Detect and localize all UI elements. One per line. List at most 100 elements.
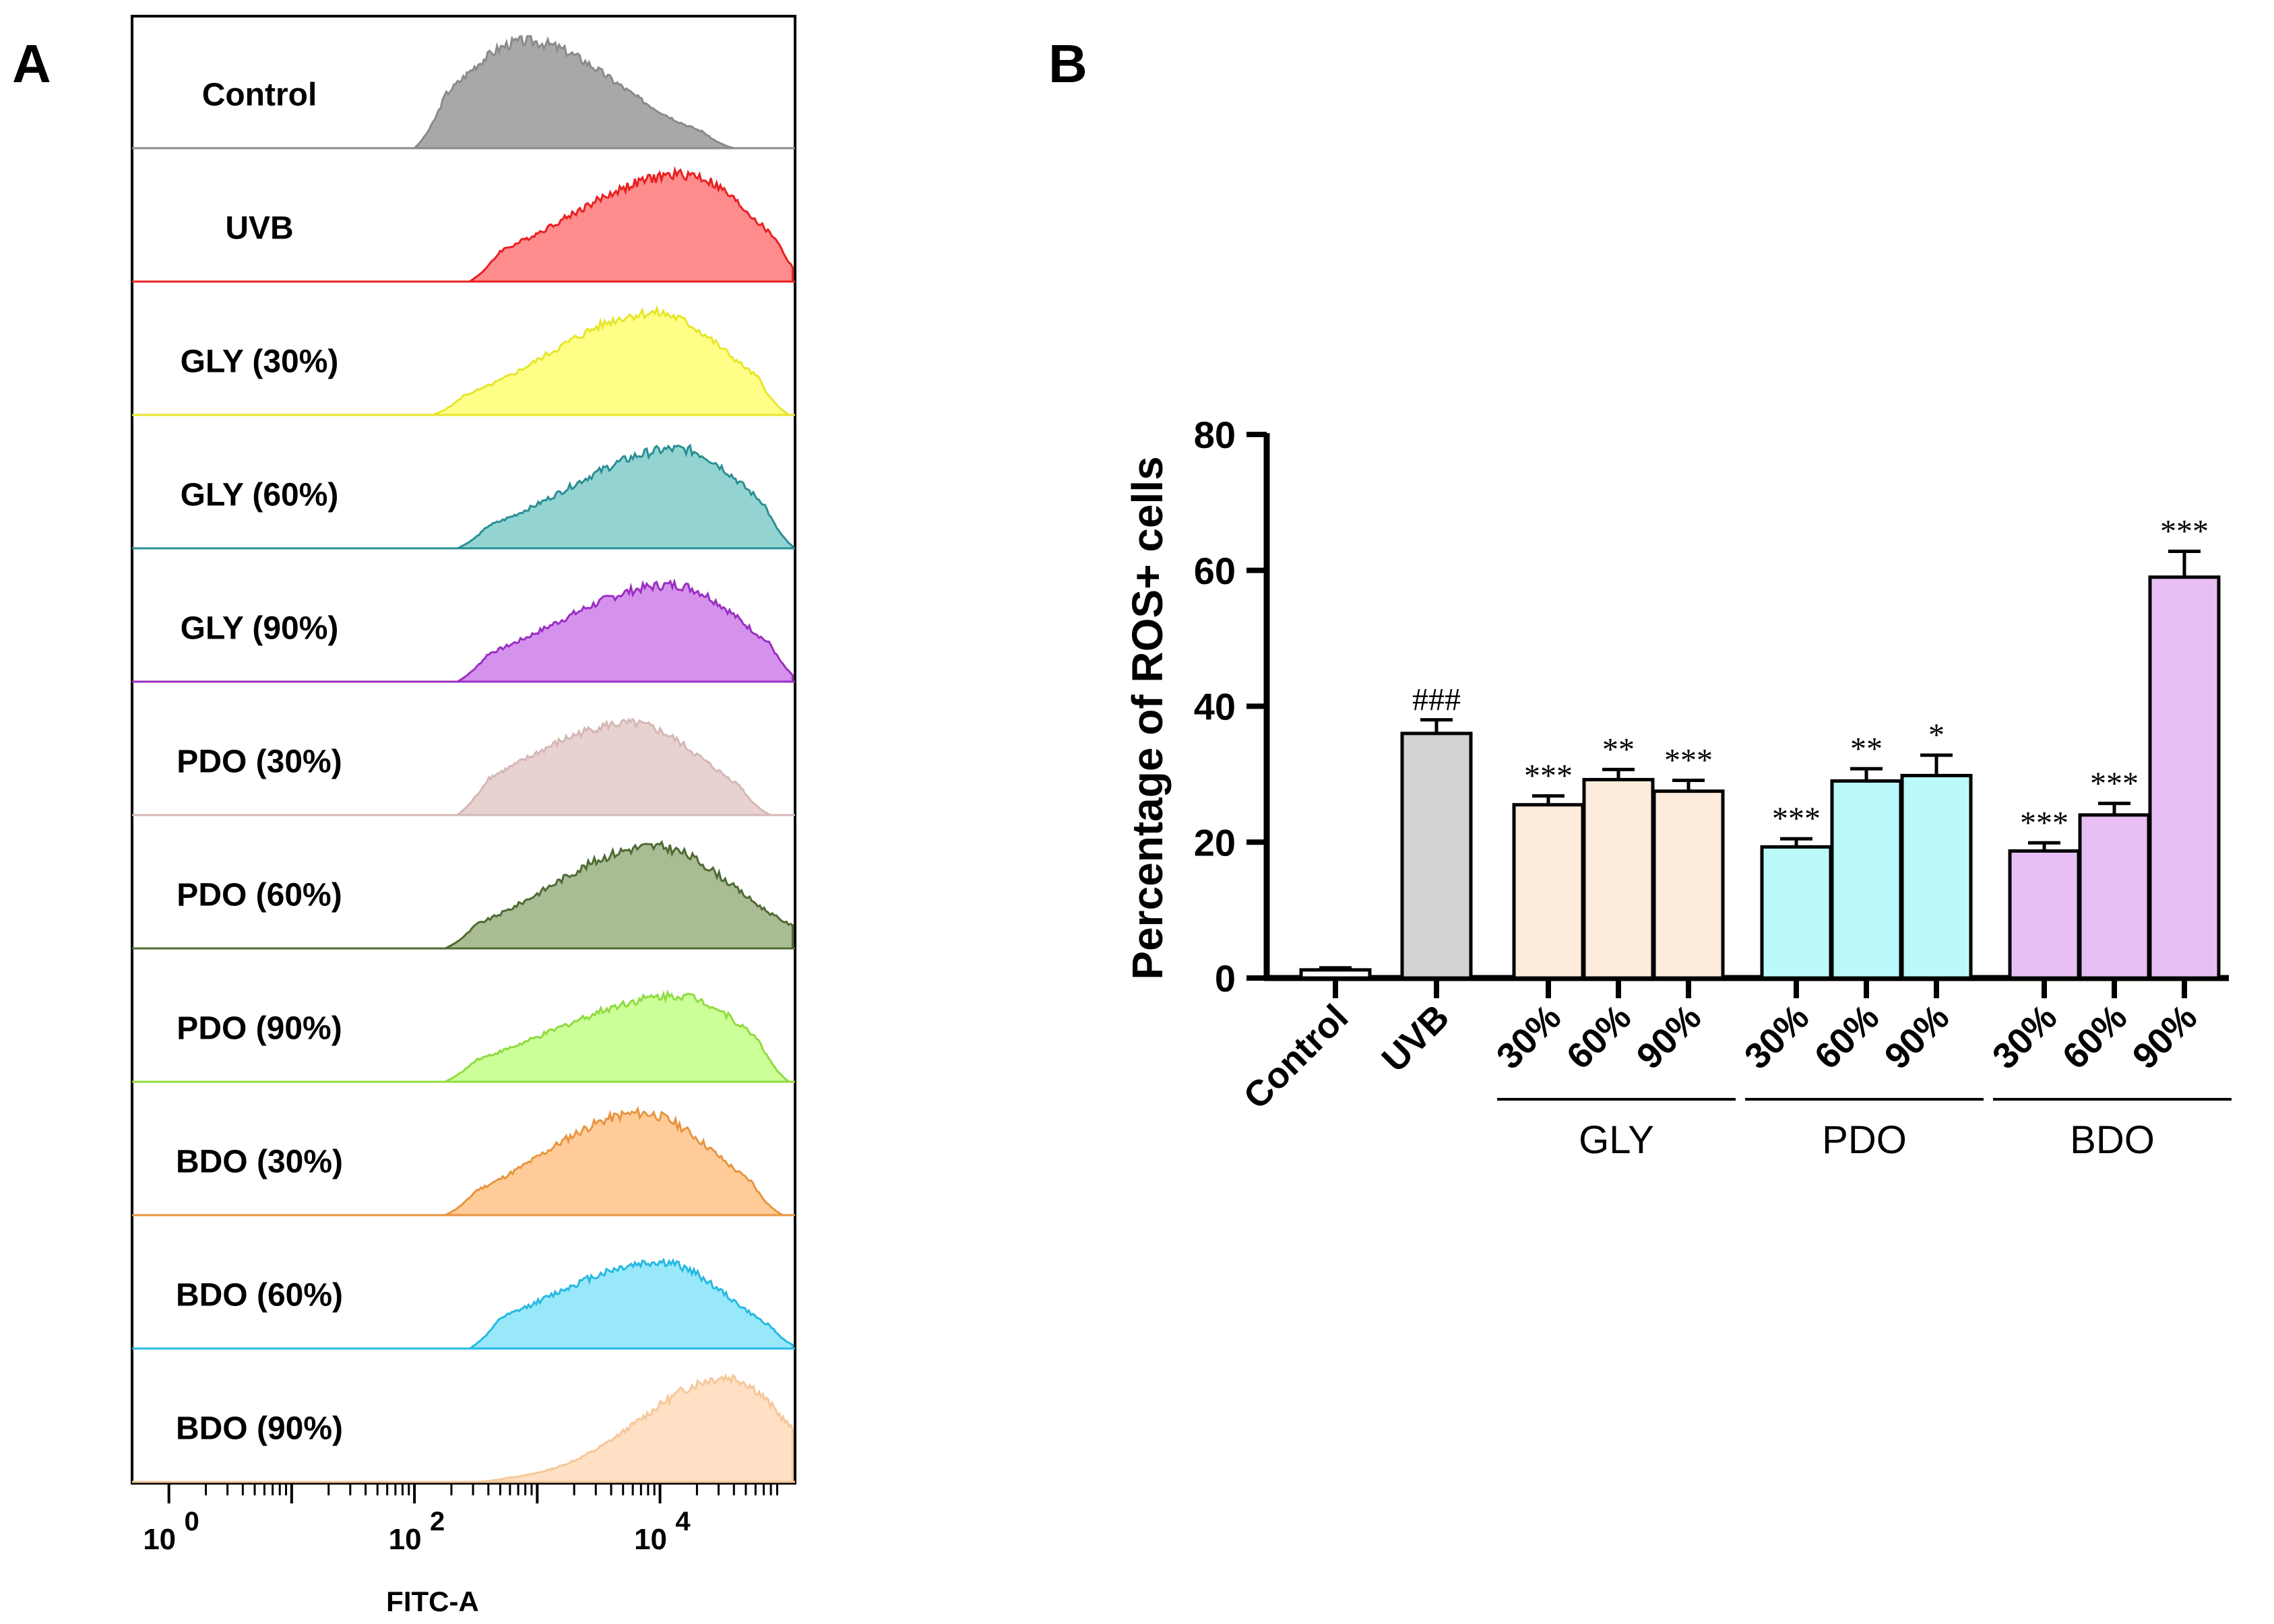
x-tick-label: 10 — [143, 1523, 176, 1556]
bar-group: ### UVB — [1374, 682, 1473, 1080]
histogram-row: UVB — [132, 166, 795, 283]
histogram-row: PDO (90%) — [132, 989, 795, 1083]
x-tick-label: 10 — [634, 1523, 667, 1556]
significance-marker: ** — [1850, 731, 1883, 767]
y-axis-title: Percentage of ROS+ cells — [1123, 456, 1172, 979]
significance-marker: *** — [2160, 514, 2209, 550]
x-category-label: 60% — [1807, 997, 1887, 1077]
bar — [1299, 968, 1372, 980]
histogram-curve — [445, 1105, 787, 1216]
group-label: GLY — [1579, 1118, 1654, 1162]
x-tick-exponent: 0 — [185, 1507, 199, 1536]
x-category-label: Control — [1236, 997, 1356, 1117]
histogram-rows: Control UVB GLY (30%) GLY (60%) GLY (90%) PDO… — [132, 35, 795, 1483]
bar — [1512, 803, 1585, 980]
x-category-label: 90% — [1629, 997, 1709, 1077]
histogram-curve — [456, 717, 771, 816]
bar-group: ** 60% — [1559, 732, 1655, 1077]
histogram-curve — [445, 839, 794, 950]
significance-marker: *** — [2090, 766, 2139, 802]
histogram-row: BDO (60%) — [132, 1258, 795, 1350]
panel-a-histograms: Control UVB GLY (30%) GLY (60%) GLY (90%) PDO… — [131, 15, 796, 1617]
histogram-curve — [476, 1373, 794, 1483]
y-tick-label: 80 — [1194, 414, 1236, 456]
bar — [2078, 813, 2151, 980]
y-tick-label: 40 — [1194, 686, 1236, 728]
x-category-label: 90% — [1877, 997, 1957, 1077]
histogram-frame — [131, 15, 796, 1485]
x-axis-title-fitc: FITC-A — [386, 1586, 479, 1617]
y-tick-label: 20 — [1194, 821, 1236, 864]
x-tick-label: 10 — [389, 1523, 422, 1556]
x-category-label: 90% — [2125, 997, 2205, 1077]
panel-label-a: A — [12, 34, 51, 94]
bar-group: *** 90% — [2125, 514, 2221, 1077]
histogram-curve — [445, 989, 792, 1083]
histogram-curve — [457, 443, 794, 550]
histogram-label: GLY (30%) — [181, 344, 339, 380]
bar — [1652, 789, 1725, 980]
histogram-label: PDO (90%) — [177, 1011, 342, 1047]
x-category-label: 30% — [1985, 997, 2065, 1077]
x-category-label: UVB — [1374, 997, 1457, 1080]
x-category-label: 30% — [1489, 997, 1569, 1077]
x-category-label: 30% — [1737, 997, 1817, 1077]
histogram-row: BDO (30%) — [132, 1105, 795, 1216]
significance-marker: *** — [1772, 801, 1821, 837]
significance-marker: *** — [2020, 805, 2068, 841]
histogram-row: BDO (90%) — [132, 1373, 795, 1483]
histogram-row: PDO (30%) — [132, 717, 795, 816]
significance-marker: *** — [1664, 742, 1713, 778]
histogram-curve — [432, 304, 792, 416]
group-label: PDO — [1822, 1118, 1907, 1162]
bar — [2008, 849, 2081, 980]
histogram-curve — [466, 166, 794, 283]
fitc-x-axis: 10 0 10 2 10 4 — [143, 1485, 778, 1556]
bar — [1760, 845, 1833, 980]
group-bracket: PDO — [1745, 1098, 1984, 1162]
significance-marker: ### — [1412, 682, 1461, 718]
significance-marker: * — [1928, 717, 1945, 753]
panel-b-bar-chart: Percentage of ROS+ cells 0 20 40 60 80 Contr… — [1123, 414, 2232, 1162]
bar-group: *** 30% — [1737, 801, 1833, 1077]
histogram-curve — [412, 35, 734, 150]
bar-group: *** 30% — [1985, 805, 2081, 1077]
x-category-label: 60% — [2055, 997, 2135, 1077]
histogram-curve — [457, 578, 794, 683]
histogram-label: Control — [202, 77, 317, 113]
bar — [2148, 575, 2221, 980]
bar — [1582, 777, 1655, 980]
histogram-label: UVB — [225, 211, 293, 247]
histogram-label: BDO (30%) — [176, 1144, 343, 1180]
x-category-label: 60% — [1559, 997, 1639, 1077]
histogram-row: Control — [132, 35, 795, 150]
group-bracket: GLY — [1497, 1098, 1736, 1162]
histogram-row: GLY (60%) — [132, 443, 795, 550]
significance-marker: *** — [1524, 758, 1573, 794]
histogram-curve — [466, 1258, 794, 1350]
histogram-row: GLY (90%) — [132, 578, 795, 683]
histogram-label: BDO (60%) — [176, 1278, 343, 1313]
x-tick-exponent: 4 — [675, 1507, 691, 1536]
group-bracket: BDO — [1993, 1098, 2232, 1162]
histogram-label: GLY (60%) — [181, 478, 339, 513]
significance-marker: ** — [1602, 732, 1635, 767]
bar-group: *** 30% — [1489, 758, 1585, 1077]
y-tick-label: 0 — [1215, 957, 1236, 1000]
histogram-label: PDO (60%) — [177, 878, 342, 913]
bar — [1400, 732, 1473, 980]
bar-group: Control — [1236, 966, 1372, 1117]
group-label: BDO — [2070, 1118, 2155, 1162]
y-tick-label: 60 — [1194, 550, 1236, 592]
panel-label-b: B — [1048, 34, 1087, 94]
bar — [1830, 779, 1903, 980]
histogram-label: PDO (30%) — [177, 744, 342, 780]
histogram-row: GLY (30%) — [132, 304, 795, 416]
histogram-row: PDO (60%) — [132, 839, 795, 950]
histogram-label: BDO (90%) — [176, 1411, 343, 1447]
histogram-label: GLY (90%) — [181, 611, 339, 647]
bar — [1900, 773, 1973, 980]
bars: Control ### UVB *** 30% ** 60% *** 90% *** 30% ** 60… — [1236, 514, 2232, 1162]
x-tick-exponent: 2 — [430, 1507, 445, 1536]
